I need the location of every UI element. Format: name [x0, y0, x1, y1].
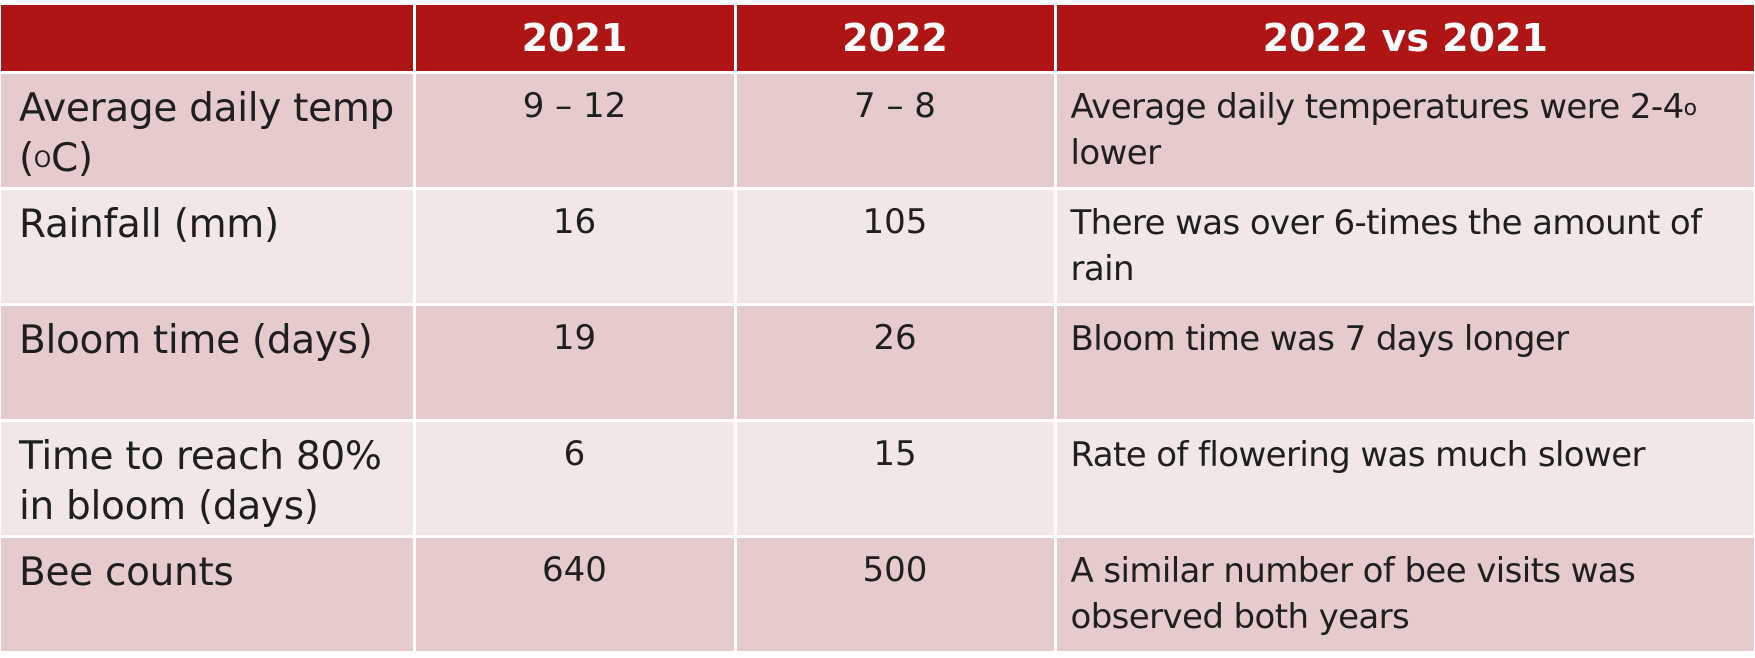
value-2021: 6 [563, 434, 586, 474]
value-2021-cell: 640 [414, 536, 737, 654]
row-label-cell: Bloom time (days) [1, 304, 416, 422]
value-2022: 7 – 8 [854, 86, 936, 126]
value-2022-cell: 15 [735, 420, 1057, 538]
row-label-cell: Bee counts [1, 536, 416, 654]
value-2022-cell: 500 [735, 536, 1057, 654]
header-row: 2021 2022 2022 vs 2021 [1, 5, 1754, 73]
note-cell: Bloom time was 7 days longer [1055, 304, 1754, 422]
row-label: Bee counts [19, 550, 234, 595]
note-text: Average daily temperatures were 2-4 [1070, 87, 1685, 127]
table-row: Bee counts 640 500 A similar number of b… [1, 536, 1754, 654]
table-row: Bloom time (days) 19 26 Bloom time was 7… [1, 304, 1754, 422]
row-label: Average daily temp (OC) [1, 74, 413, 184]
table-row: Time to reach 80% in bloom (days) 6 15 R… [1, 420, 1754, 538]
note-cell: A similar number of bee visits was obser… [1055, 536, 1754, 654]
row-label-cell: Time to reach 80% in bloom (days) [1, 420, 416, 538]
value-2021: 640 [542, 550, 607, 590]
header-2021: 2021 [414, 5, 737, 73]
note-cell: Rate of flowering was much slower [1055, 420, 1754, 538]
degree-symbol: o [1683, 96, 1697, 121]
header-blank [1, 5, 416, 73]
header-2022: 2022 [735, 5, 1057, 73]
table-row: Rainfall (mm) 16 105 There was over 6-ti… [1, 188, 1754, 306]
row-label-cell: Average daily temp (OC) [1, 72, 416, 190]
value-2021: 9 – 12 [522, 86, 627, 126]
row-label: Bloom time (days) [19, 318, 373, 363]
header-comparison: 2022 vs 2021 [1055, 5, 1754, 73]
note-text: lower [1070, 133, 1162, 173]
note-cell: Average daily temperatures were 2-4o low… [1055, 72, 1755, 190]
comparison-note: Bloom time was 7 days longer [1070, 319, 1570, 359]
note-cell: There was over 6-times the amount of rai… [1055, 188, 1754, 306]
value-2022: 105 [862, 202, 928, 242]
row-label-cell: Rainfall (mm) [1, 188, 416, 306]
value-2021: 19 [552, 318, 597, 358]
value-2021-cell: 19 [414, 304, 737, 422]
value-2022: 500 [862, 550, 928, 590]
comparison-note: There was over 6-times the amount of rai… [1070, 203, 1703, 289]
row-label-text: C) [50, 136, 93, 181]
comparison-note: Average daily temperatures were 2-4o low… [1057, 74, 1755, 176]
table-row: Average daily temp (OC) 9 – 12 7 – 8 Ave… [1, 72, 1755, 190]
value-2022-cell: 105 [735, 188, 1057, 306]
comparison-note: A similar number of bee visits was obser… [1070, 551, 1636, 637]
value-2022-cell: 7 – 8 [735, 72, 1057, 190]
row-label: Rainfall (mm) [19, 202, 279, 247]
row-label-text: Average daily temp ( [19, 86, 394, 181]
value-2022: 26 [873, 318, 917, 358]
degree-symbol: O [33, 148, 51, 173]
value-2021-cell: 6 [414, 420, 737, 538]
comparison-note: Rate of flowering was much slower [1070, 435, 1646, 475]
value-2021-cell: 16 [414, 188, 737, 306]
value-2022-cell: 26 [735, 304, 1057, 422]
value-2022: 15 [873, 434, 917, 474]
comparison-table: 2021 2022 2022 vs 2021 Average daily tem… [1, 5, 1754, 654]
value-2021-cell: 9 – 12 [414, 72, 737, 190]
row-label: Time to reach 80% in bloom (days) [19, 434, 382, 529]
value-2021: 16 [552, 202, 597, 242]
